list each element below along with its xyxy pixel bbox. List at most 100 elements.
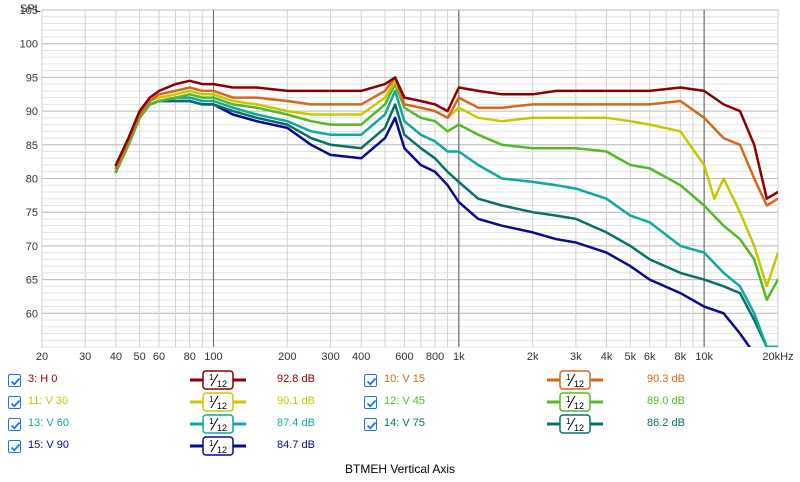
smoothing-slash	[210, 417, 219, 431]
smoothing-numerator: 1	[209, 439, 214, 448]
y-tick-label: 65	[26, 275, 38, 287]
x-tick-label: 800	[426, 351, 444, 363]
x-tick-label: 30	[79, 351, 91, 363]
checkmark-icon	[366, 421, 377, 430]
x-tick-label: 20kHz	[762, 351, 793, 363]
legend-series-label: 15: V 90	[28, 439, 69, 451]
y-tick-label: 105	[20, 5, 38, 17]
legend-line-swatch[interactable]: 112	[547, 370, 603, 390]
series-checkbox[interactable]	[8, 374, 21, 387]
legend-line-swatch[interactable]: 112	[190, 414, 246, 434]
x-tick-label: 40	[110, 351, 122, 363]
series-checkbox[interactable]	[8, 418, 21, 431]
legend-series-label: 13: V 60	[28, 417, 69, 429]
smoothing-box	[202, 392, 234, 412]
legend: 3: H 0 1 12 92.8 dB 10: V 15 1 12 90.3 dB 11: V …	[0, 370, 800, 460]
smoothing-slash	[210, 373, 219, 387]
x-tick-label: 200	[278, 351, 296, 363]
smoothing-slash	[210, 439, 219, 453]
x-tick-label: 3k	[570, 351, 582, 363]
smoothing-denominator: 12	[217, 423, 227, 433]
smoothing-box	[202, 414, 234, 434]
smoothing-denominator: 12	[217, 401, 227, 411]
x-tick-label: 2k	[527, 351, 539, 363]
checkmark-icon	[10, 399, 21, 408]
chart-svg: 60 65 70 75 80 85 90 95 100 105 20 30 40 50 60 80 100 200…	[20, 3, 794, 363]
smoothing-numerator: 1	[209, 417, 214, 426]
x-tick-label: 50	[134, 351, 146, 363]
series-checkbox[interactable]	[364, 418, 377, 431]
y-tick-label: 90	[26, 106, 38, 118]
smoothing-numerator: 1	[209, 395, 214, 404]
legend-line-swatch[interactable]: 112	[547, 414, 603, 434]
y-tick-label: 85	[26, 140, 38, 152]
series-checkbox[interactable]	[364, 396, 377, 409]
smoothing-box	[202, 436, 234, 456]
chart-title: BTMEH Vertical Axis	[344, 462, 456, 476]
x-tick-label: 400	[352, 351, 370, 363]
legend-series-label: 12: V 45	[384, 395, 425, 407]
series-line	[114, 99, 778, 347]
plot-grid	[41, 9, 779, 348]
legend-level-value: 84.7 dB	[277, 439, 315, 451]
series-line	[114, 89, 778, 347]
series-checkbox[interactable]	[364, 374, 377, 387]
x-tick-label: 1k	[453, 351, 465, 363]
series-line	[114, 76, 778, 207]
x-tick-label: 600	[395, 351, 413, 363]
axes: 60 65 70 75 80 85 90 95 100 105 20 30 40 50 60 80 100 200…	[20, 3, 794, 363]
smoothing-box	[559, 370, 591, 390]
legend-series-label: 14: V 75	[384, 417, 425, 429]
legend-line-swatch[interactable]: 112	[547, 392, 603, 412]
smoothing-slash	[567, 417, 576, 431]
series-lines	[114, 76, 778, 347]
series-line	[114, 76, 778, 200]
y-tick-label: 60	[26, 308, 38, 320]
smoothing-denominator: 12	[574, 423, 584, 433]
legend-series-label: 10: V 15	[384, 373, 425, 385]
smoothing-slash	[210, 395, 219, 409]
y-tick-label: 95	[26, 72, 38, 84]
legend-line-swatch[interactable]: 112	[190, 392, 246, 412]
y-tick-label: 75	[26, 207, 38, 219]
y-tick-label: 70	[26, 241, 38, 253]
x-tick-label: 6k	[644, 351, 656, 363]
smoothing-denominator: 12	[574, 401, 584, 411]
y-tick-label: 100	[20, 39, 38, 51]
smoothing-box	[559, 392, 591, 412]
smoothing-numerator: 1	[566, 417, 571, 426]
series-checkbox[interactable]	[8, 440, 21, 453]
checkmark-icon	[10, 377, 21, 386]
smoothing-box	[202, 370, 234, 390]
legend-line-swatch[interactable]: 112	[190, 436, 246, 456]
legend-level-value: 87.4 dB	[277, 417, 315, 429]
smoothing-box	[559, 414, 591, 434]
series-line	[114, 82, 778, 302]
smoothing-denominator: 12	[217, 445, 227, 455]
y-tick-label: 80	[26, 174, 38, 186]
smoothing-slash	[567, 373, 576, 387]
legend-level-value: 89.0 dB	[647, 395, 685, 407]
smoothing-slash	[567, 395, 576, 409]
checkmark-icon	[366, 377, 377, 386]
x-tick-label: 10k	[695, 351, 713, 363]
smoothing-denominator: 12	[574, 379, 584, 389]
series-checkbox[interactable]	[8, 396, 21, 409]
smoothing-denominator: 12	[217, 379, 227, 389]
legend-line-swatch[interactable]: 112	[190, 370, 246, 390]
x-tick-label: 4k	[601, 351, 613, 363]
x-tick-label: 8k	[675, 351, 687, 363]
smoothing-numerator: 1	[209, 373, 214, 382]
x-tick-label: 100	[204, 351, 222, 363]
smoothing-numerator: 1	[566, 373, 571, 382]
legend-level-value: 90.3 dB	[647, 373, 685, 385]
legend-level-value: 86.2 dB	[647, 417, 685, 429]
legend-series-label: 11: V 30	[28, 395, 69, 407]
checkmark-icon	[10, 443, 21, 452]
x-tick-label: 300	[321, 351, 339, 363]
legend-series-label: 3: H 0	[28, 373, 58, 385]
x-tick-label: 80	[184, 351, 196, 363]
x-tick-label: 60	[153, 351, 165, 363]
legend-level-value: 92.8 dB	[277, 373, 315, 385]
x-tick-label: 5k	[624, 351, 636, 363]
